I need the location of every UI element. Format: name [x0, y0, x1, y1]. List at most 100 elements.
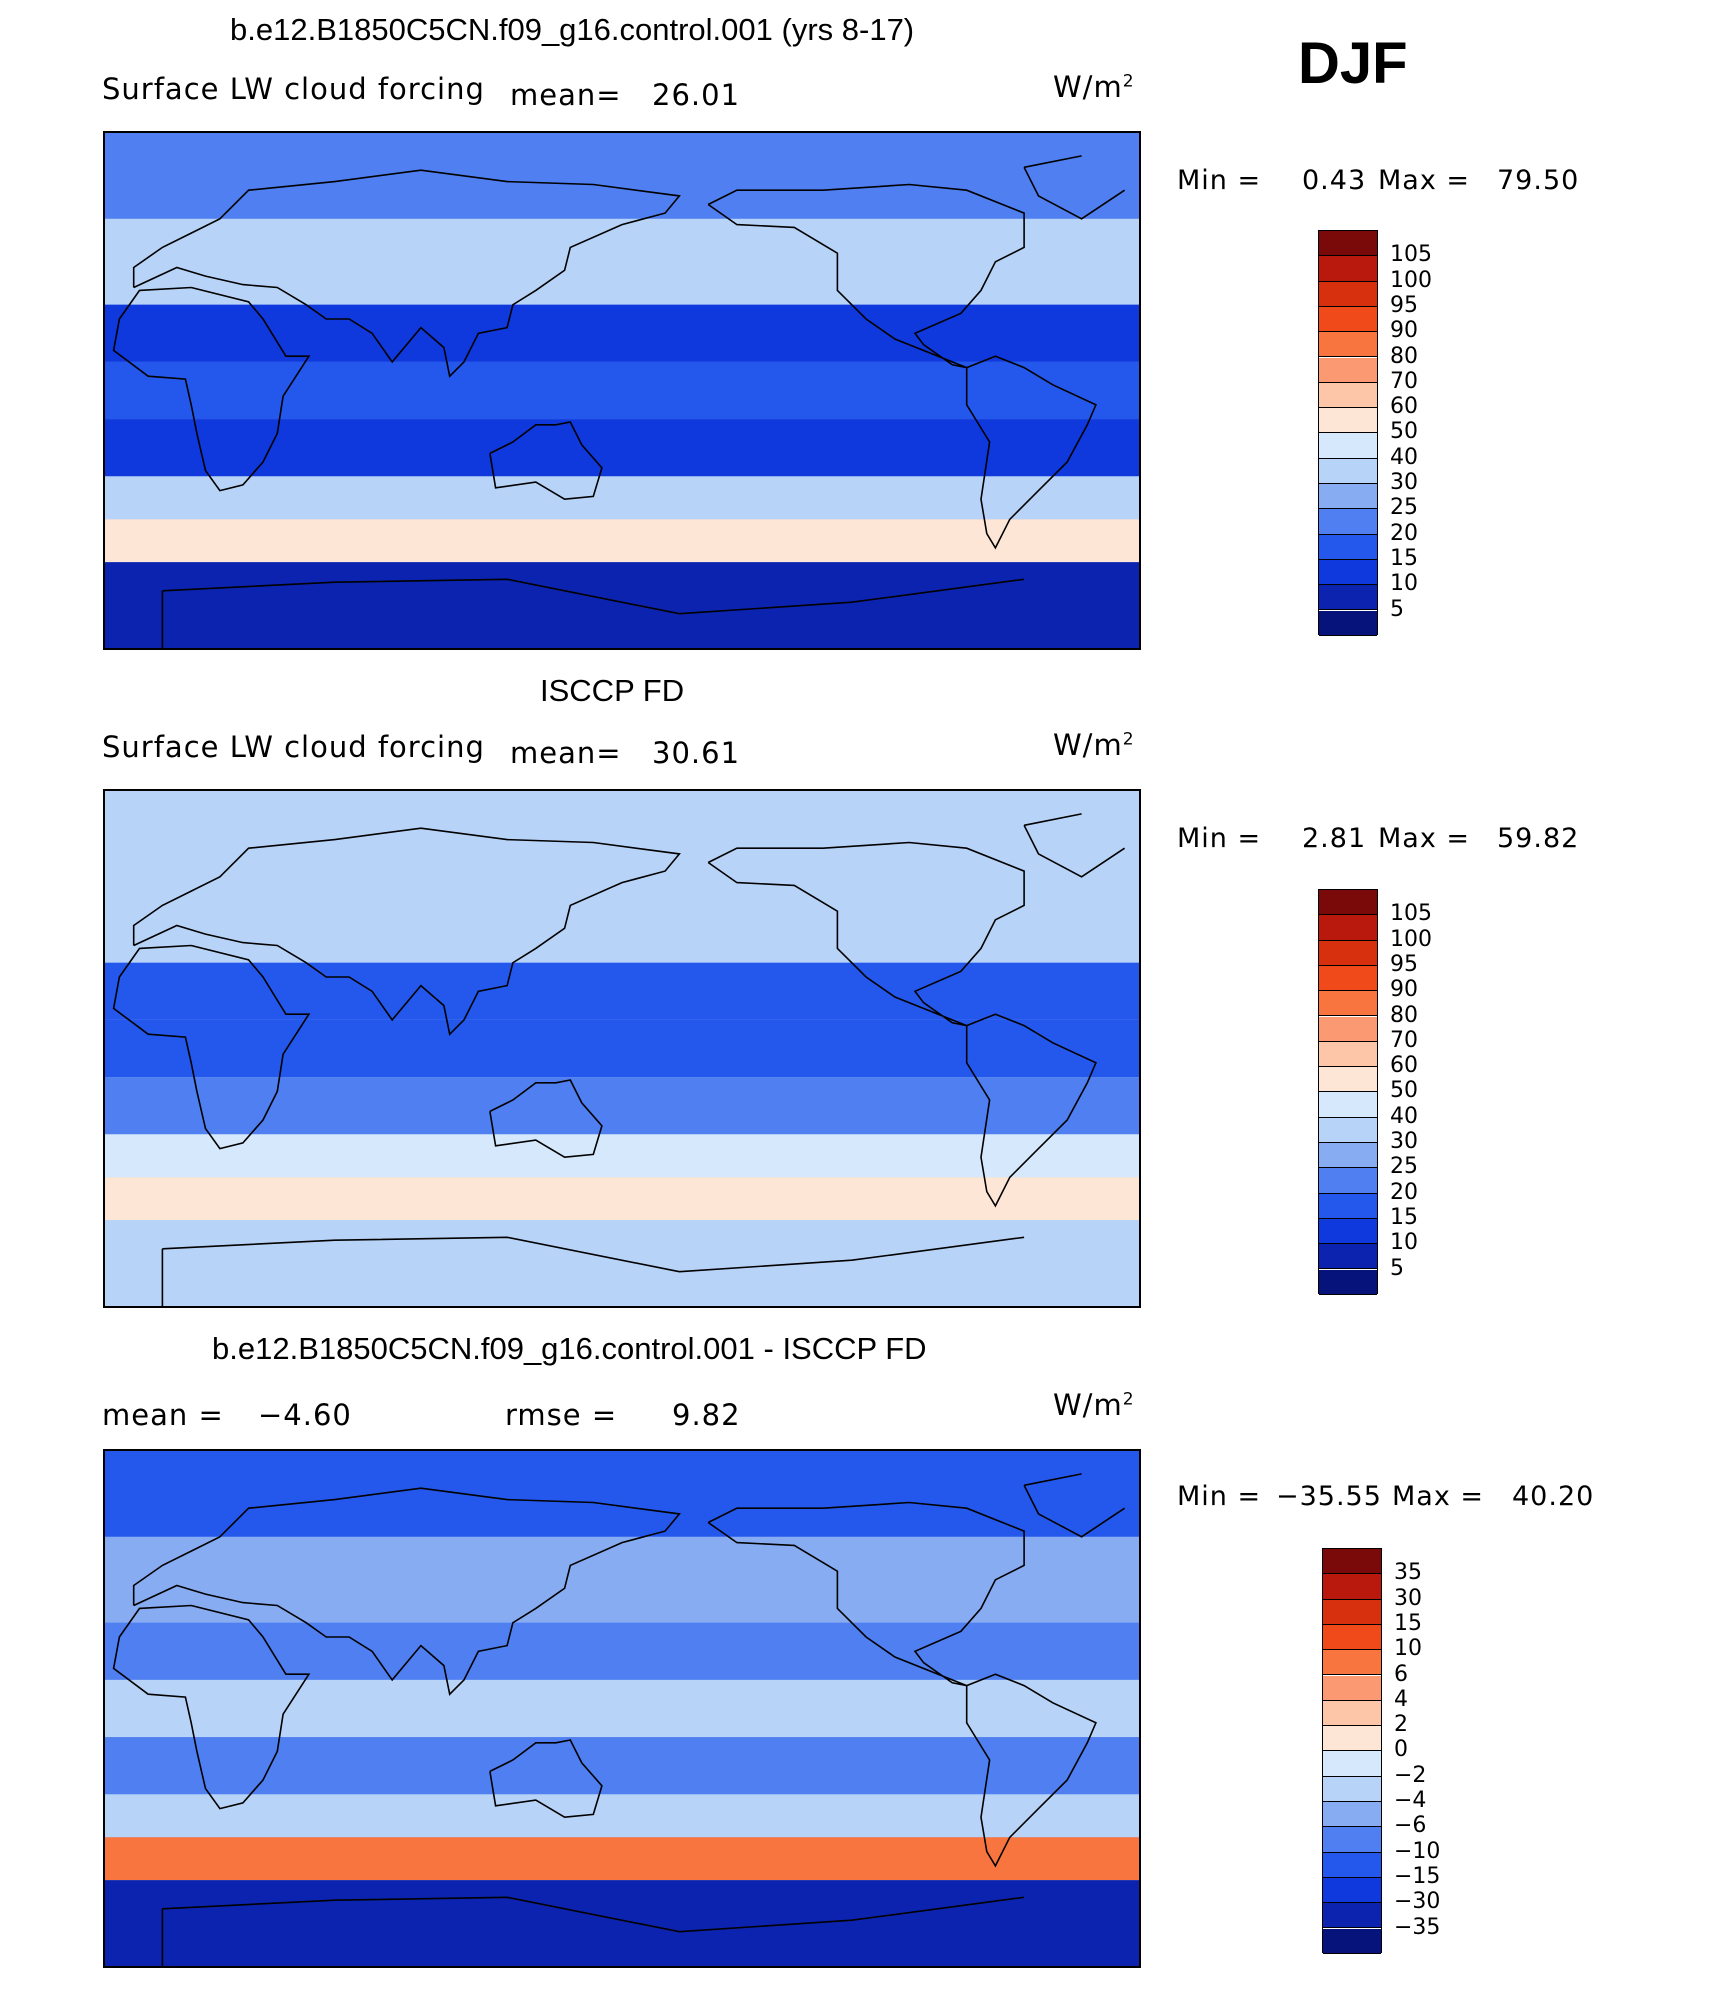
colorbar-swatch: [1319, 1143, 1377, 1169]
panel3-mean-label: mean =: [102, 1398, 224, 1432]
panel1-min-value: 0.43: [1302, 165, 1367, 196]
colorbar-level-label: 20: [1390, 520, 1418, 546]
panel3-title: b.e12.B1850C5CN.f09_g16.control.001 - IS…: [212, 1331, 927, 1366]
colorbar-level-label: 80: [1390, 1002, 1418, 1028]
coastline: [112, 286, 311, 492]
colorbar-level-label: 70: [1390, 368, 1418, 394]
coastline: [132, 169, 681, 378]
colorbar-swatch: [1319, 585, 1377, 611]
colorbar-swatch: [1323, 1852, 1381, 1878]
panel2-max-value: 59.82: [1497, 823, 1580, 854]
colorbar-swatch: [1319, 382, 1377, 409]
colorbar-level-label: 5: [1390, 596, 1404, 622]
panel1-variable: Surface LW cloud forcing: [102, 72, 485, 106]
colorbar-level-label: 10: [1394, 1636, 1422, 1662]
panel1-map: [103, 131, 1141, 650]
colorbar-level-label: 30: [1390, 470, 1418, 495]
panel2-map-plot: [105, 791, 1139, 1306]
colorbar-level-label: 10: [1390, 571, 1418, 597]
colorbar-swatch: [1319, 1244, 1377, 1270]
colorbar-swatch: [1323, 1827, 1381, 1853]
colorbar-level-label: 50: [1390, 419, 1418, 445]
colorbar-swatch: [1323, 1624, 1381, 1651]
map-zonal-band: [105, 133, 1139, 219]
coastline: [489, 421, 603, 501]
colorbar-swatch: [1319, 1168, 1377, 1194]
map-zonal-band: [105, 1019, 1139, 1078]
panel1-max-label: Max =: [1378, 165, 1471, 196]
colorbar-swatch: [1319, 610, 1377, 636]
map-zonal-band: [105, 1220, 1139, 1306]
map-zonal-band: [105, 791, 1139, 877]
colorbar-level-label: 2: [1394, 1712, 1408, 1738]
colorbar-level-label: 15: [1394, 1610, 1422, 1636]
colorbar-level-label: −4: [1394, 1788, 1427, 1813]
map-zonal-band: [105, 1622, 1139, 1680]
colorbar-level-label: −30: [1394, 1889, 1441, 1915]
colorbar-level-label: 90: [1390, 977, 1418, 1003]
panel3-max-label: Max =: [1392, 1481, 1485, 1512]
map-zonal-band: [105, 1077, 1139, 1135]
colorbar-level-label: 25: [1390, 495, 1418, 521]
colorbar-swatch: [1319, 965, 1377, 992]
panel3-rmse-value: 9.82: [672, 1398, 741, 1432]
season-label: DJF: [1298, 31, 1408, 96]
colorbar-level-label: −10: [1394, 1838, 1441, 1864]
colorbar-swatch: [1323, 1877, 1381, 1904]
colorbar-swatch: [1323, 1549, 1381, 1575]
colorbar-level-label: 40: [1390, 444, 1418, 470]
coastline: [162, 578, 1025, 615]
map-zonal-band: [105, 218, 1139, 305]
colorbar-swatch: [1319, 1041, 1377, 1068]
colorbar-swatch: [1319, 534, 1377, 560]
colorbar-level-label: 90: [1390, 318, 1418, 344]
colorbar-box: [1318, 889, 1378, 1295]
colorbar-level-label: 25: [1390, 1154, 1418, 1180]
coastline: [112, 1604, 311, 1810]
colorbar-swatch: [1319, 484, 1377, 510]
colorbar-swatch: [1323, 1726, 1381, 1752]
map-zonal-band: [105, 1679, 1139, 1738]
map-zonal-band: [105, 361, 1139, 420]
colorbar-level-label: 20: [1390, 1179, 1418, 1205]
map-zonal-band: [105, 1177, 1139, 1221]
colorbar-swatch: [1319, 1218, 1377, 1245]
panel3-min-value: −35.55: [1276, 1481, 1382, 1512]
coastline: [1023, 1473, 1082, 1487]
map-zonal-band: [105, 962, 1139, 1020]
colorbar-level-label: 100: [1390, 267, 1432, 293]
map-zonal-band: [105, 1794, 1139, 1838]
colorbar-level-label: 105: [1390, 242, 1432, 268]
colorbar-swatch: [1319, 458, 1377, 484]
colorbar-swatch: [1323, 1802, 1381, 1828]
panel1-min-label: Min =: [1177, 165, 1262, 196]
colorbar-level-label: 35: [1394, 1560, 1422, 1586]
colorbar-level-label: −35: [1394, 1914, 1441, 1940]
colorbar-swatch: [1323, 1903, 1381, 1929]
colorbar-level-label: 5: [1390, 1255, 1404, 1281]
panel2-min-value: 2.81: [1302, 823, 1367, 854]
colorbar-swatch: [1323, 1700, 1381, 1727]
panel2-mean-label: mean=: [510, 736, 622, 770]
colorbar-level-label: 105: [1390, 901, 1432, 927]
panel2-mean-value: 30.61: [652, 736, 741, 770]
map-zonal-band: [105, 1880, 1139, 1966]
coastline: [132, 1487, 681, 1696]
panel3-min-label: Min =: [1177, 1481, 1262, 1512]
colorbar-swatch: [1319, 1117, 1377, 1143]
colorbar-swatch: [1319, 1016, 1377, 1042]
coastline: [707, 841, 1025, 1027]
map-zonal-band: [105, 876, 1139, 963]
panel2-max-label: Max =: [1378, 823, 1471, 854]
colorbar-level-label: 40: [1390, 1103, 1418, 1129]
colorbar-swatch: [1323, 1650, 1381, 1676]
panel2-min-label: Min =: [1177, 823, 1262, 854]
colorbar-swatch: [1319, 332, 1377, 358]
colorbar-level-label: 70: [1390, 1027, 1418, 1053]
colorbar-level-label: 15: [1390, 545, 1418, 571]
panel2-map: [103, 789, 1141, 1308]
colorbar-level-label: −6: [1394, 1813, 1427, 1839]
panel3-mean-value: −4.60: [258, 1398, 352, 1432]
coastline: [489, 1739, 603, 1819]
map-zonal-band: [105, 1837, 1139, 1881]
